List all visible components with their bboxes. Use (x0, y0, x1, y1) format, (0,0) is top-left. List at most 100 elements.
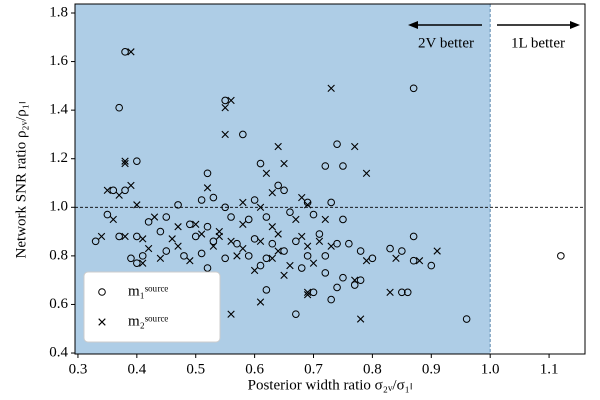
y-tick-label: 1.6 (49, 53, 68, 69)
point (298, 232, 306, 241)
point (286, 261, 294, 270)
point (409, 232, 418, 241)
point (109, 215, 117, 224)
annotation: 1L better (511, 35, 565, 51)
point (339, 215, 347, 224)
point (362, 257, 371, 265)
x-tick-label: 0.7 (304, 361, 323, 377)
point (303, 252, 312, 260)
y-tick-label: 0.6 (49, 296, 68, 312)
y-tick-label: 1.2 (49, 150, 68, 166)
point (115, 232, 123, 241)
point (168, 235, 176, 243)
point (327, 84, 335, 92)
point (274, 181, 282, 190)
point (203, 169, 212, 178)
point (403, 288, 412, 297)
point (256, 203, 265, 211)
point (103, 210, 112, 219)
point (356, 276, 365, 284)
point (244, 215, 253, 224)
x-tick-label: 0.9 (422, 361, 441, 377)
point (409, 84, 418, 93)
point (262, 213, 271, 221)
y-tick-label: 1.0 (49, 199, 68, 215)
point (303, 291, 312, 299)
point (221, 130, 229, 139)
point (297, 264, 306, 272)
y-tick-label: 1.8 (49, 4, 68, 20)
legend-marker (98, 318, 106, 326)
point (303, 288, 312, 296)
x-tick-label: 0.8 (363, 361, 382, 377)
point (174, 201, 182, 209)
point (315, 237, 324, 245)
point (186, 220, 194, 229)
y-tick-label: 0.8 (49, 247, 68, 263)
point (274, 247, 282, 255)
point (262, 254, 271, 263)
point (292, 310, 300, 318)
point (557, 252, 565, 260)
point (209, 242, 218, 250)
point (139, 235, 147, 243)
point (268, 223, 276, 231)
point (227, 237, 235, 245)
x-tick-label: 0.6 (245, 361, 264, 377)
point (321, 269, 330, 277)
point (256, 298, 265, 306)
legend-box (83, 271, 221, 343)
point (256, 237, 265, 245)
point (280, 186, 288, 195)
point (321, 162, 330, 170)
point (197, 196, 206, 204)
point (303, 242, 312, 250)
point (227, 310, 235, 318)
point (215, 232, 223, 241)
point (192, 220, 200, 228)
x-axis-label: Posterior width ratio σ₂ᵥ/σ₁ₗ (248, 377, 413, 393)
point (186, 257, 194, 265)
x-tick-label: 0.4 (127, 361, 146, 377)
point (91, 237, 100, 246)
point (121, 48, 129, 56)
point (239, 198, 247, 207)
point (409, 256, 418, 265)
point (268, 189, 276, 197)
point (239, 244, 247, 253)
point (262, 169, 271, 177)
y-axis-label: Network SNR ratio ρ₂ᵥ/ρ₁ₗ (13, 102, 29, 259)
point (115, 191, 123, 199)
point (303, 198, 312, 207)
point (398, 288, 406, 297)
point (203, 184, 212, 192)
point (345, 239, 353, 248)
point (309, 210, 318, 219)
x-tick-label: 1.0 (481, 361, 500, 377)
point (221, 254, 229, 263)
point (351, 142, 359, 151)
point (274, 142, 282, 151)
point (327, 198, 335, 207)
arrowhead (408, 21, 418, 29)
point (356, 315, 365, 323)
x-tick-label: 1.1 (540, 361, 559, 377)
point (462, 315, 471, 323)
annotation: 2V better (418, 35, 474, 51)
point (356, 247, 365, 255)
point (327, 242, 335, 250)
point (415, 257, 424, 265)
point (162, 213, 171, 221)
point (221, 104, 229, 112)
point (197, 230, 206, 238)
point (121, 157, 129, 165)
point (127, 254, 135, 263)
point (292, 215, 300, 224)
point (156, 227, 165, 236)
point (303, 201, 312, 209)
point (121, 186, 129, 195)
point (339, 162, 347, 170)
point (156, 254, 165, 262)
point (351, 276, 359, 284)
y-tick-label: 0.4 (49, 344, 68, 360)
